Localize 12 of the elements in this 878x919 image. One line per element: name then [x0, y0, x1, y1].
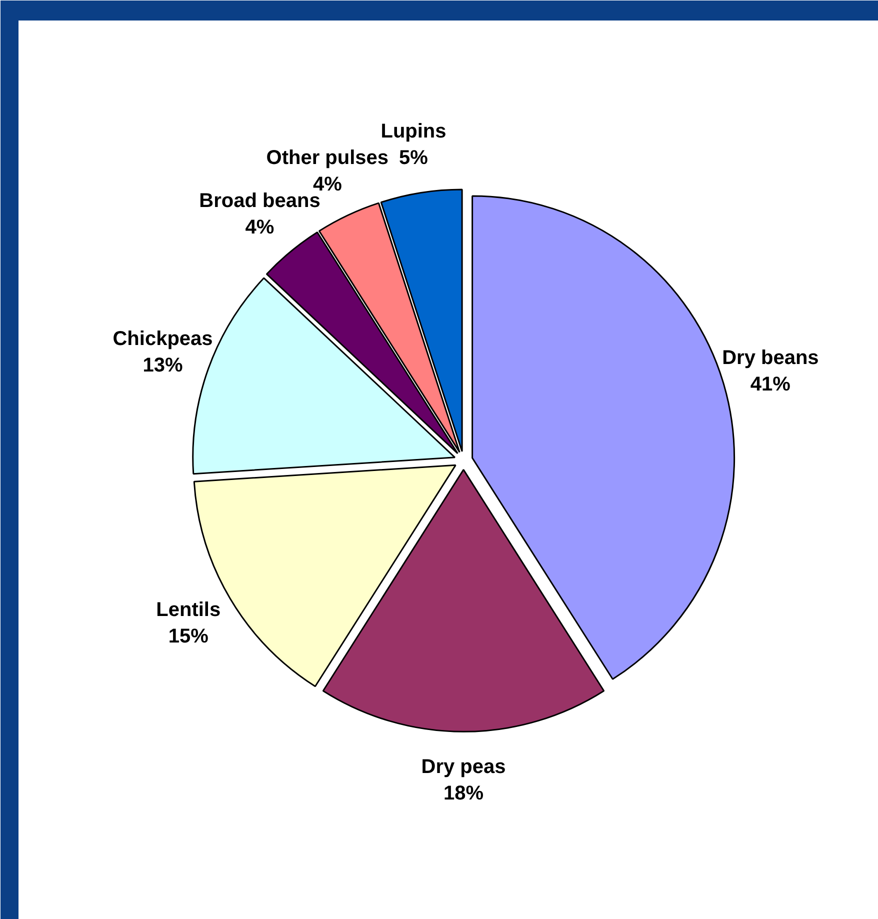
slice-label: Dry beans: [722, 347, 819, 370]
slice-label: Lupins: [380, 120, 446, 143]
data-label: 4%: [245, 216, 274, 238]
data-label: 18%: [443, 782, 484, 804]
data-label: 13%: [142, 354, 183, 376]
data-label: 15%: [168, 625, 209, 648]
slice-label: Chickpeas: [112, 328, 213, 350]
data-label: 41%: [750, 374, 791, 396]
slice-label: Other pulses: [266, 147, 389, 170]
data-label: 5%: [399, 146, 428, 169]
slice-label: Lentils: [156, 599, 221, 622]
slice-label: Dry peas: [421, 756, 506, 778]
